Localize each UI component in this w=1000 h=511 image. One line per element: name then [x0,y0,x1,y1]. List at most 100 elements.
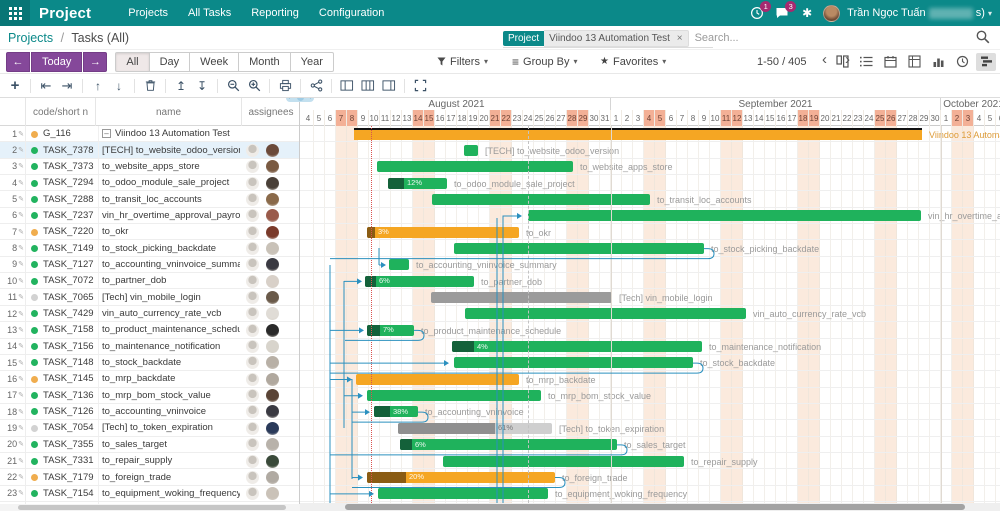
status-dot[interactable] [31,195,38,203]
column-header-assignees[interactable]: assignees [248,106,294,118]
gantt-bar[interactable]: 12% [388,177,447,189]
activity-clock-icon[interactable]: 1 [748,1,772,21]
assignee-avatar[interactable] [266,258,279,272]
gantt-bar[interactable] [443,455,684,467]
assignee-avatar[interactable] [266,470,279,484]
view-button-activity[interactable] [952,53,972,71]
gantt-bar[interactable] [378,488,548,500]
outdent-icon[interactable]: ⇤ [40,77,52,93]
user-menu[interactable]: Trần Ngọc Tuấn s) ▾ [847,7,992,19]
edit-pencil-icon[interactable]: ✎ [18,130,24,138]
status-dot[interactable] [31,408,38,416]
edit-pencil-icon[interactable]: ✎ [18,294,24,302]
gantt-bar[interactable] [454,242,704,254]
assignee-avatar[interactable] [246,438,259,452]
table-row[interactable]: 11 ✎ TASK_7065 [Tech] vin_mobile_login [0,289,299,306]
assignee-avatar[interactable] [246,258,259,272]
edit-pencil-icon[interactable]: ✎ [18,326,24,334]
critical-path-icon[interactable] [307,77,325,95]
edit-pencil-icon[interactable]: ✎ [18,343,24,351]
status-dot[interactable] [31,359,38,367]
scale-button-week[interactable]: Week [190,51,240,72]
indent-icon[interactable]: ⇥ [61,77,73,93]
table-row[interactable]: 12 ✎ TASK_7429 vin_auto_currency_rate_vcb [0,305,299,323]
status-dot[interactable] [31,146,38,154]
assignee-avatar[interactable] [266,176,279,190]
assignee-avatar[interactable] [266,192,279,206]
column-header-name[interactable]: name [96,98,242,126]
gantt-bar[interactable]: 6% [365,275,474,287]
search-bar[interactable]: Project Viindoo 13 Automation Test × Sea… [503,29,739,48]
assignee-avatar[interactable] [266,323,279,337]
chart-horizontal-scrollbar[interactable] [300,503,1000,511]
assignee-avatar[interactable] [246,372,259,386]
pane-split-icon[interactable] [359,77,377,95]
edit-pencil-icon[interactable]: ✎ [18,424,24,432]
assignee-avatar[interactable] [246,176,259,190]
gantt-bar[interactable]: 4% [452,341,702,353]
column-header-code[interactable]: code/short n [26,98,96,126]
status-dot[interactable] [31,343,38,351]
nav-menu-all-tasks[interactable]: All Tasks [188,7,232,19]
zoom-in-icon[interactable] [245,77,263,95]
status-dot[interactable] [31,130,38,138]
search-icon[interactable] [976,30,990,49]
assignee-avatar[interactable] [246,241,259,255]
status-dot[interactable] [31,228,38,236]
gantt-bar[interactable] [454,357,693,369]
gantt-bar[interactable] [528,210,921,222]
edit-pencil-icon[interactable]: ✎ [18,310,24,318]
scale-button-day[interactable]: Day [149,51,191,72]
table-row[interactable]: 19 ✎ TASK_7054 [Tech] to_token_expiration [0,420,299,437]
gantt-bar[interactable] [377,161,573,173]
gantt-bar[interactable] [354,127,922,140]
expand-rows-icon[interactable]: ↧ [196,78,208,93]
table-row[interactable]: 23 ✎ TASK_7154 to_equipment_woking_frequenc… [0,485,299,503]
edit-pencil-icon[interactable]: ✎ [18,228,24,236]
table-row[interactable]: 15 ✎ TASK_7148 to_stock_backdate [0,354,299,372]
assignee-avatar[interactable] [266,209,279,223]
table-row[interactable]: 14 ✎ TASK_7156 to_maintenance_notification [0,338,299,355]
favorites-dropdown[interactable]: ★ Favorites ▾ [600,55,667,68]
scale-button-all[interactable]: All [115,51,150,72]
search-input[interactable]: Search... [694,32,739,44]
edit-pencil-icon[interactable]: ✎ [18,359,24,367]
status-dot[interactable] [31,244,38,252]
next-period-button[interactable]: → [83,51,108,72]
status-dot[interactable] [31,424,38,432]
assignee-avatar[interactable] [266,421,279,435]
status-dot[interactable] [31,375,38,383]
status-dot[interactable] [31,457,38,465]
assignee-avatar[interactable] [266,405,279,419]
pane-triple-icon[interactable] [380,77,398,95]
trash-icon[interactable] [141,77,159,95]
facet-remove-icon[interactable]: × [676,32,683,44]
nav-menu-configuration[interactable]: Configuration [318,7,385,19]
nav-menu-reporting[interactable]: Reporting [251,7,299,19]
assignee-avatar[interactable] [246,405,259,419]
assignee-avatar[interactable] [266,356,279,370]
edit-pencil-icon[interactable]: ✎ [18,474,24,482]
status-dot[interactable] [31,163,38,171]
assignee-avatar[interactable] [246,340,259,354]
assignee-avatar[interactable] [246,307,259,321]
collapse-rows-icon[interactable]: ↥ [175,78,187,93]
gantt-bar[interactable] [431,292,612,303]
assignee-avatar[interactable] [246,225,259,239]
apps-menu-button[interactable] [0,0,30,26]
status-dot[interactable] [31,392,38,400]
assignee-avatar[interactable] [246,291,259,304]
edit-pencil-icon[interactable]: ✎ [18,147,24,155]
status-dot[interactable] [31,294,38,301]
edit-pencil-icon[interactable]: ✎ [18,392,24,400]
gantt-bar[interactable]: 6% [400,439,617,451]
table-row[interactable]: 10 ✎ TASK_7072 to_partner_dob [0,273,299,290]
status-dot[interactable] [31,441,38,449]
assignee-avatar[interactable] [266,143,279,157]
gantt-bar[interactable] [464,144,478,156]
assignee-avatar[interactable] [266,307,279,321]
table-row[interactable]: 22 ✎ TASK_7179 to_foreign_trade [0,469,299,486]
view-button-list[interactable] [856,53,876,71]
assignee-avatar[interactable] [246,454,259,468]
gantt-bar[interactable]: 38% [374,406,418,418]
